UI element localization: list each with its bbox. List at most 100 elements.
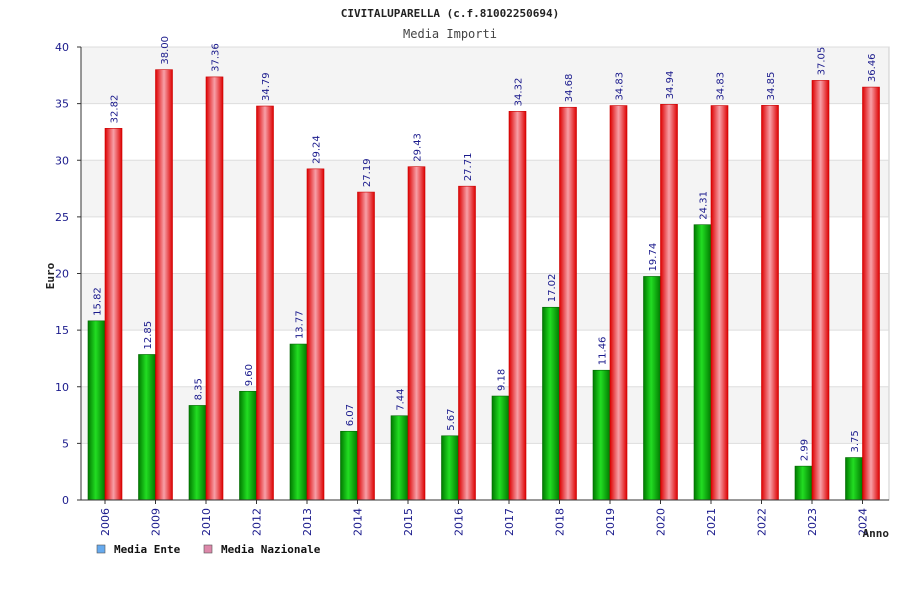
bar-media-ente	[441, 435, 459, 501]
bar-media-ente	[592, 369, 611, 501]
data-label: 37.36	[211, 43, 222, 72]
x-tick-label: 2012	[251, 508, 264, 536]
data-label: 6.07	[345, 404, 356, 426]
legend-label: Media Nazionale	[221, 543, 321, 556]
data-label: 34.32	[514, 78, 525, 107]
data-label: 27.71	[463, 153, 474, 182]
bar-media-nazionale	[811, 80, 830, 501]
bar-media-nazionale	[357, 191, 375, 501]
y-tick-label: 15	[55, 324, 69, 337]
bar-media-nazionale	[155, 69, 173, 501]
data-label: 8.35	[194, 378, 205, 400]
data-label: 38.00	[160, 36, 171, 65]
bar-media-nazionale	[256, 105, 274, 501]
data-label: 15.82	[93, 287, 104, 316]
bar-media-nazionale	[306, 168, 325, 501]
data-label: 34.94	[665, 71, 676, 100]
x-tick-label: 2009	[150, 508, 163, 536]
bar-media-ente	[643, 276, 661, 501]
chart-title: CIVITALUPARELLA (c.f.81002250694)	[341, 7, 560, 20]
legend-swatch-media-ente	[96, 544, 106, 554]
data-label: 12.85	[143, 321, 154, 350]
y-tick-label: 20	[55, 268, 69, 281]
data-label: 9.18	[497, 369, 508, 391]
bar-media-nazionale	[761, 105, 779, 501]
x-tick-label: 2006	[99, 508, 112, 536]
data-label: 11.46	[598, 337, 609, 366]
data-label: 19.74	[648, 243, 659, 272]
legend-label: Media Ente	[114, 543, 181, 556]
data-label: 34.83	[716, 72, 727, 101]
x-tick-label: 2018	[554, 508, 567, 536]
data-label: 5.67	[446, 409, 457, 431]
bar-media-ente	[491, 395, 510, 501]
x-tick-label: 2023	[806, 508, 819, 536]
data-label: 27.19	[362, 158, 373, 187]
bar-media-nazionale	[508, 111, 527, 501]
data-label: 17.02	[547, 274, 558, 303]
y-tick-label: 30	[55, 154, 69, 167]
bar-media-ente	[390, 415, 409, 501]
bar-media-ente	[289, 343, 308, 501]
bar-media-ente	[340, 430, 358, 501]
y-tick-label: 35	[55, 98, 69, 111]
bar-media-ente	[87, 320, 106, 501]
chart-subtitle: Media Importi	[403, 27, 497, 41]
data-label: 34.68	[564, 74, 575, 103]
x-tick-label: 2019	[604, 508, 617, 536]
x-axis: 2006 2009 2010 2012 2013 2014 2015 2016 2017 2018…	[81, 499, 889, 536]
bars: 15.82 32.82 12.85 38.00 8.35 37.36 9.60 34.79 13…	[87, 36, 880, 501]
bar-media-ente	[542, 306, 560, 501]
x-tick-label: 2013	[301, 508, 314, 536]
data-label: 13.77	[295, 310, 306, 339]
x-tick-label: 2015	[402, 508, 415, 536]
data-label: 24.31	[699, 191, 710, 220]
bar-media-nazionale	[205, 76, 224, 501]
bar-media-ente	[845, 457, 863, 501]
x-tick-label: 2016	[453, 508, 466, 536]
bar-media-nazionale	[660, 104, 678, 501]
data-label: 2.99	[800, 439, 811, 461]
data-label: 7.44	[396, 388, 407, 410]
bar-media-ente	[794, 465, 813, 501]
data-label: 32.82	[110, 95, 121, 124]
data-label: 9.60	[244, 364, 255, 386]
data-label: 29.43	[413, 133, 424, 162]
bar-media-nazionale	[104, 128, 123, 501]
y-axis: 0 5 10 15 20 25 30 35 40	[55, 41, 82, 507]
data-label: 34.79	[261, 72, 272, 101]
data-label: 36.46	[867, 53, 878, 82]
bar-media-ente	[239, 390, 257, 501]
x-tick-label: 2021	[705, 508, 718, 536]
x-axis-label: Anno	[863, 527, 890, 540]
bar-media-nazionale	[407, 166, 426, 501]
y-tick-label: 10	[55, 381, 69, 394]
y-tick-label: 0	[62, 494, 69, 507]
legend: Media Ente Media Nazionale	[96, 543, 321, 556]
y-tick-label: 5	[62, 437, 69, 450]
x-tick-label: 2010	[200, 508, 213, 536]
bar-media-nazionale	[559, 106, 577, 501]
y-axis-label: Euro	[44, 262, 57, 289]
x-tick-label: 2020	[655, 508, 668, 536]
y-tick-label: 25	[55, 211, 69, 224]
bar-media-ente	[693, 224, 712, 501]
y-tick-label: 40	[55, 41, 69, 54]
data-label: 34.83	[615, 72, 626, 101]
data-label: 34.85	[766, 72, 777, 101]
data-label: 29.24	[312, 135, 323, 164]
x-tick-label: 2022	[756, 508, 769, 536]
bar-media-nazionale	[609, 105, 628, 501]
bar-media-nazionale	[862, 86, 880, 501]
bar-media-ente	[138, 354, 156, 501]
x-tick-label: 2014	[352, 508, 365, 536]
x-tick-label: 2024	[857, 508, 870, 536]
legend-swatch-media-nazionale	[203, 544, 213, 554]
data-label: 37.05	[817, 47, 828, 76]
data-label: 3.75	[850, 430, 861, 452]
bar-media-ente	[188, 405, 207, 501]
bar-media-nazionale	[458, 185, 476, 501]
x-tick-label: 2017	[503, 508, 516, 536]
bar-media-nazionale	[710, 105, 729, 501]
